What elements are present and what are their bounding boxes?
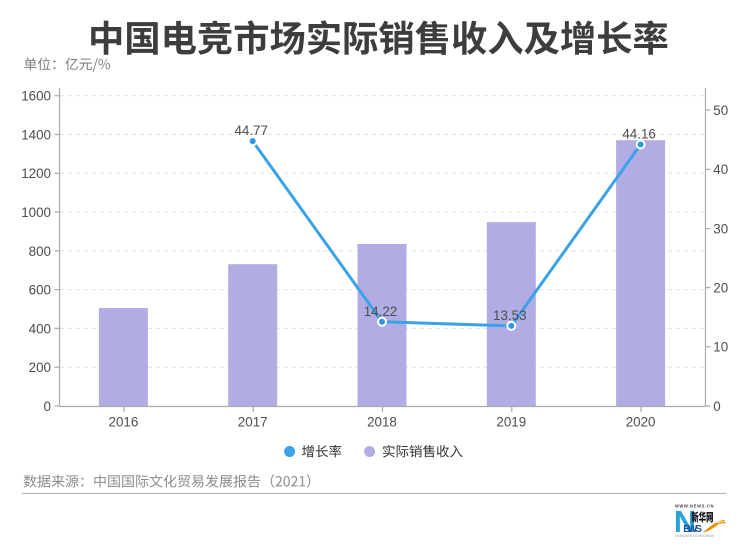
svg-text:30: 30 bbox=[713, 221, 728, 236]
svg-text:14.22: 14.22 bbox=[364, 304, 398, 319]
svg-text:2017: 2017 bbox=[238, 415, 268, 430]
svg-text:0: 0 bbox=[713, 399, 720, 414]
svg-text:1600: 1600 bbox=[21, 89, 51, 104]
svg-text:44.77: 44.77 bbox=[234, 123, 268, 138]
svg-text:50: 50 bbox=[713, 103, 728, 118]
svg-text:1000: 1000 bbox=[21, 205, 51, 220]
svg-text:400: 400 bbox=[29, 321, 51, 336]
svg-text:200: 200 bbox=[29, 360, 51, 375]
svg-text:0: 0 bbox=[44, 399, 51, 414]
svg-text:40: 40 bbox=[713, 162, 728, 177]
svg-text:10: 10 bbox=[713, 340, 728, 355]
svg-text:EWS: EWS bbox=[683, 524, 702, 535]
svg-text:44.16: 44.16 bbox=[622, 127, 656, 142]
svg-text:N: N bbox=[674, 504, 696, 539]
svg-text:XINHUANET.COM CHINA: XINHUANET.COM CHINA bbox=[675, 534, 714, 538]
svg-text:20: 20 bbox=[713, 281, 728, 296]
svg-text:2020: 2020 bbox=[626, 415, 656, 430]
svg-text:WWW.NEWS.CN: WWW.NEWS.CN bbox=[675, 504, 714, 509]
svg-text:13.53: 13.53 bbox=[493, 308, 527, 323]
svg-text:600: 600 bbox=[29, 283, 51, 298]
svg-text:1400: 1400 bbox=[21, 127, 51, 142]
svg-text:2019: 2019 bbox=[496, 415, 526, 430]
svg-text:800: 800 bbox=[29, 244, 51, 259]
svg-text:2018: 2018 bbox=[367, 415, 397, 430]
svg-text:1200: 1200 bbox=[21, 166, 51, 181]
svg-text:2016: 2016 bbox=[109, 415, 139, 430]
